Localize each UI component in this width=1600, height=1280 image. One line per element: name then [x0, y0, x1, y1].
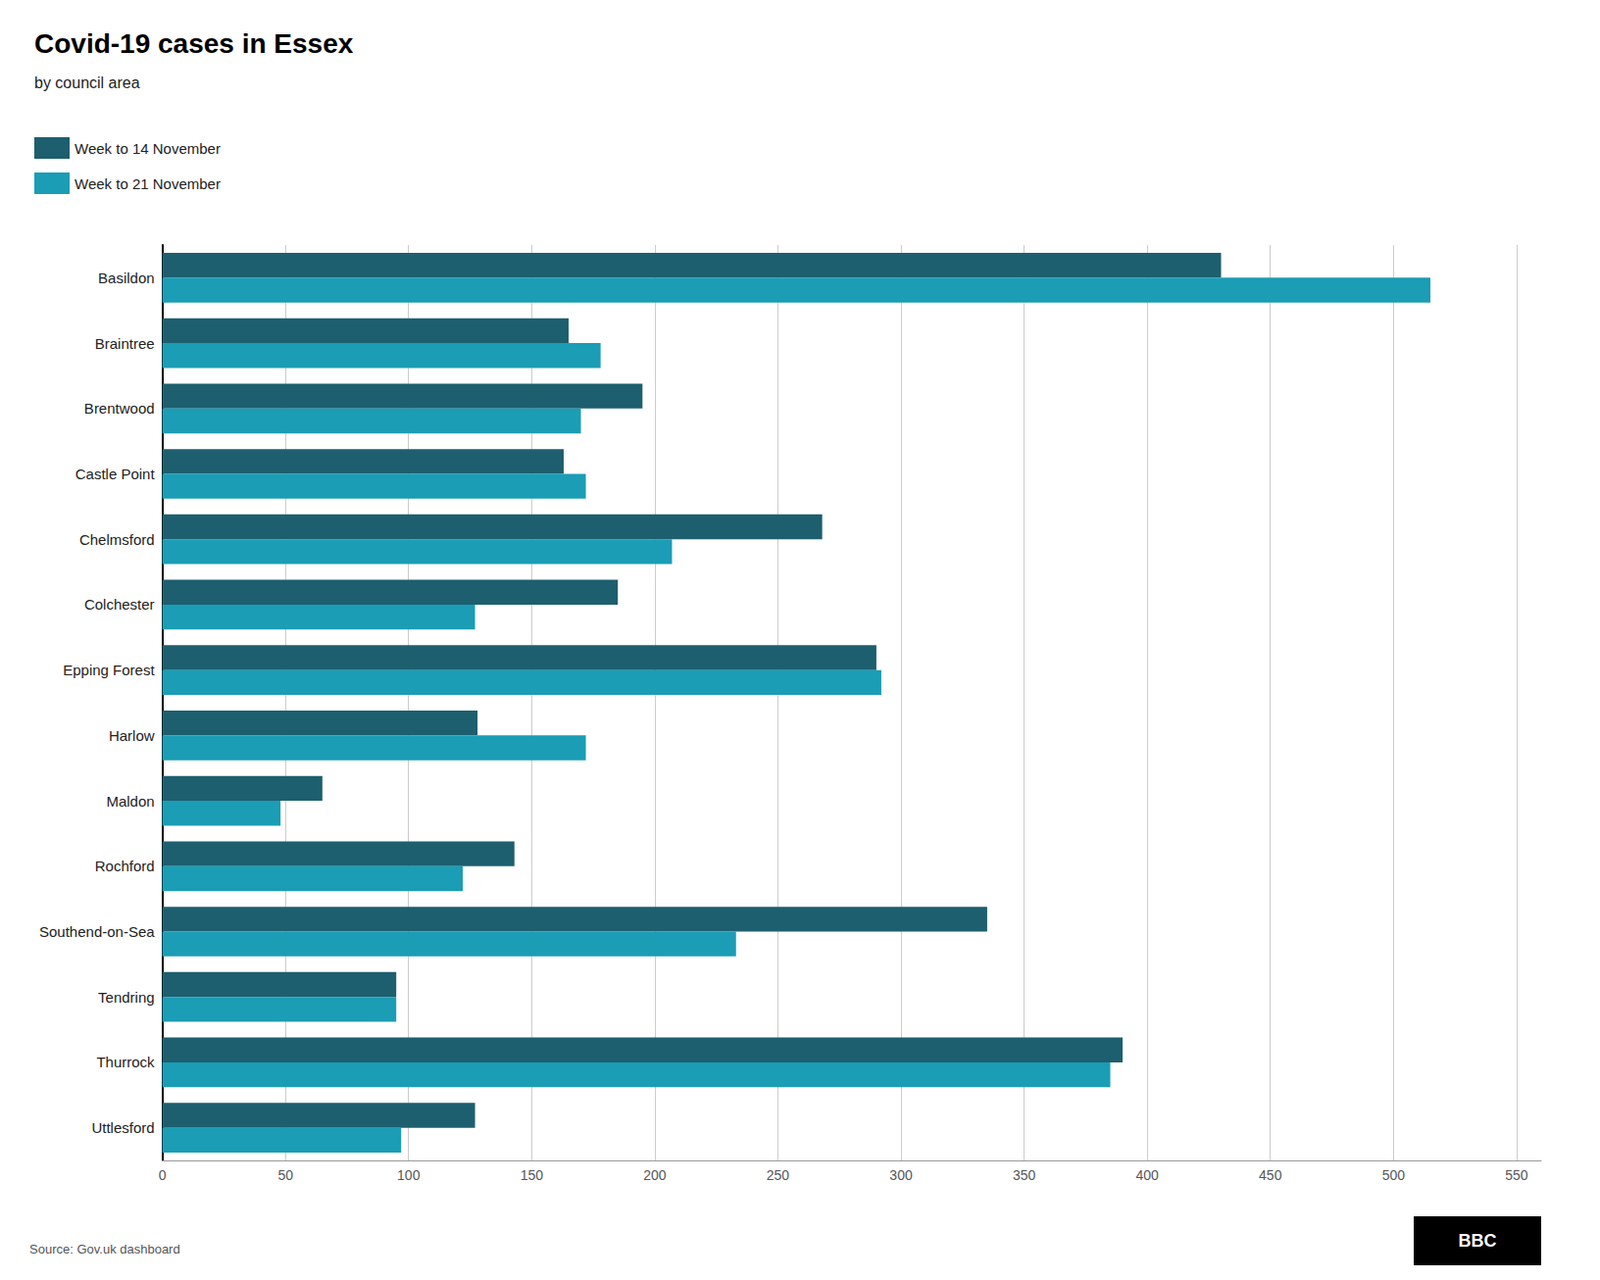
- svg-text:350: 350: [1012, 1167, 1037, 1184]
- svg-text:550: 550: [1504, 1167, 1529, 1184]
- svg-text:Week to 14 November: Week to 14 November: [74, 140, 221, 157]
- svg-text:Source: Gov.uk dashboard: Source: Gov.uk dashboard: [29, 1242, 181, 1257]
- svg-text:500: 500: [1382, 1167, 1406, 1184]
- svg-text:200: 200: [643, 1167, 667, 1184]
- svg-text:Tendring: Tendring: [98, 989, 155, 1006]
- svg-text:100: 100: [397, 1167, 421, 1184]
- svg-text:Rochford: Rochford: [95, 857, 155, 875]
- svg-text:Southend-on-Sea: Southend-on-Sea: [39, 923, 155, 941]
- svg-text:Brentwood: Brentwood: [84, 400, 155, 417]
- svg-text:0: 0: [158, 1167, 167, 1184]
- svg-text:Chelmsford: Chelmsford: [79, 531, 155, 549]
- svg-text:250: 250: [766, 1167, 791, 1184]
- svg-text:Uttlesford: Uttlesford: [91, 1119, 154, 1137]
- svg-text:Colchester: Colchester: [84, 596, 155, 613]
- svg-text:Castle Point: Castle Point: [75, 465, 156, 483]
- svg-text:by council area: by council area: [34, 74, 141, 92]
- svg-text:Basildon: Basildon: [98, 269, 155, 287]
- svg-text:BBC: BBC: [1458, 1231, 1498, 1251]
- svg-text:Maldon: Maldon: [105, 793, 154, 810]
- svg-text:Covid-19 cases in Essex: Covid-19 cases in Essex: [34, 28, 354, 59]
- svg-text:Braintree: Braintree: [95, 335, 155, 352]
- svg-text:400: 400: [1135, 1167, 1159, 1184]
- svg-text:Harlow: Harlow: [108, 727, 155, 745]
- svg-text:150: 150: [520, 1167, 545, 1184]
- svg-text:Week to 21 November: Week to 21 November: [74, 175, 221, 193]
- svg-text:300: 300: [889, 1167, 913, 1184]
- svg-text:450: 450: [1258, 1167, 1283, 1184]
- svg-text:Epping Forest: Epping Forest: [62, 661, 155, 679]
- svg-text:Thurrock: Thurrock: [96, 1053, 155, 1071]
- svg-text:50: 50: [277, 1167, 294, 1184]
